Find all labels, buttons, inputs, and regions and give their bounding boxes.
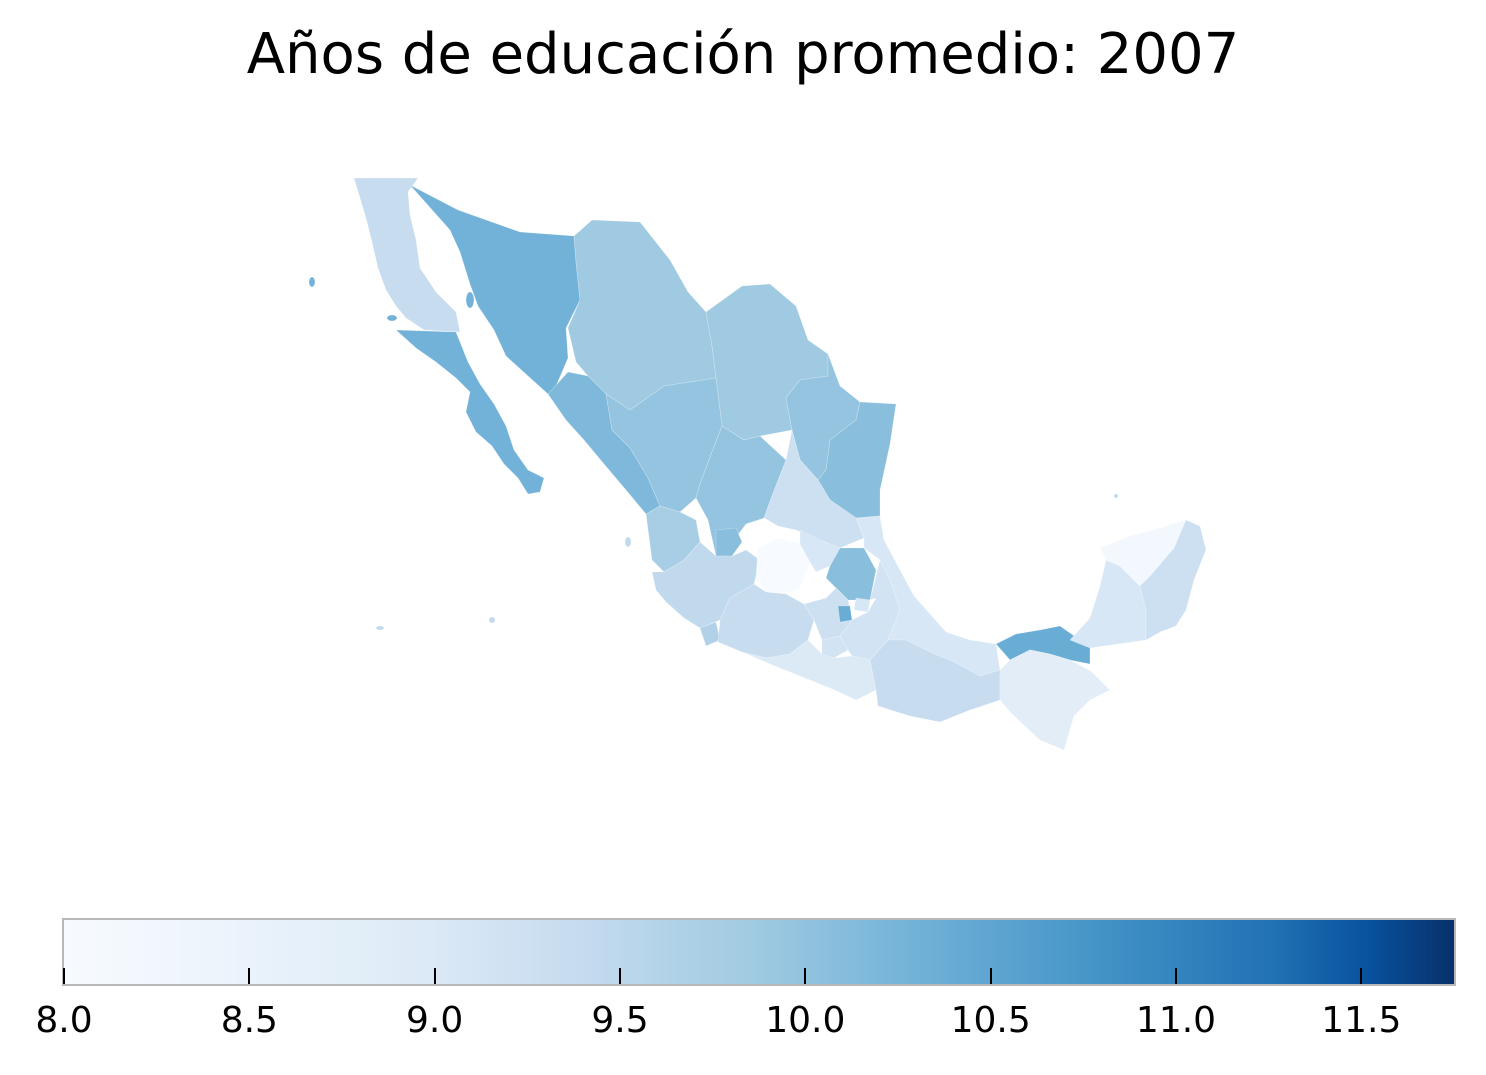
colorbar [62, 918, 1456, 986]
island [386, 314, 398, 322]
colorbar-tick-label: 8.0 [35, 1000, 93, 1041]
colorbar-tick-mark [619, 968, 621, 984]
colorbar-tick-mark [1360, 968, 1363, 984]
region-chiapas [999, 649, 1111, 751]
region-queretaro [799, 529, 841, 573]
region-san-luis-potosi [763, 429, 865, 549]
colorbar-tick-label: 10.5 [950, 1000, 1031, 1041]
region-guanajuato [755, 537, 811, 595]
region-morelos [821, 635, 849, 659]
map-title: Años de educación promedio: 2007 [246, 22, 1240, 87]
colorbar-tick-mark [804, 968, 807, 984]
colorbar-tick-label: 10.0 [765, 1000, 846, 1041]
island [308, 276, 316, 288]
colorbar-tick-label: 9.0 [406, 1000, 464, 1041]
colorbar-tick-mark [63, 968, 65, 984]
region-tlaxcala [853, 597, 871, 613]
colorbar-tick-label: 9.5 [591, 1000, 649, 1041]
island [488, 616, 496, 624]
region-aguascalientes [715, 527, 743, 557]
colorbar-tick-mark [989, 968, 992, 984]
region-ciudad-de-mexico [837, 605, 853, 623]
region-quintana-roo [1139, 519, 1207, 641]
region-baja-california [353, 177, 461, 333]
colorbar-tick-label: 8.5 [220, 1000, 278, 1041]
colorbar-tick-mark [1175, 968, 1177, 984]
colorbar-tick-mark [248, 968, 251, 984]
colorbar-tick-label: 11.5 [1321, 1000, 1402, 1041]
region-baja-california-sur [395, 329, 545, 495]
colorbar-tick-mark [433, 968, 436, 984]
island [1113, 493, 1119, 499]
region-sonora [409, 184, 581, 395]
mexico-choropleth-map [308, 177, 1207, 751]
colorbar-tick-label: 11.0 [1135, 1000, 1217, 1041]
island [624, 536, 632, 548]
region-guerrero [741, 639, 877, 701]
island [465, 291, 475, 309]
island [375, 625, 385, 631]
